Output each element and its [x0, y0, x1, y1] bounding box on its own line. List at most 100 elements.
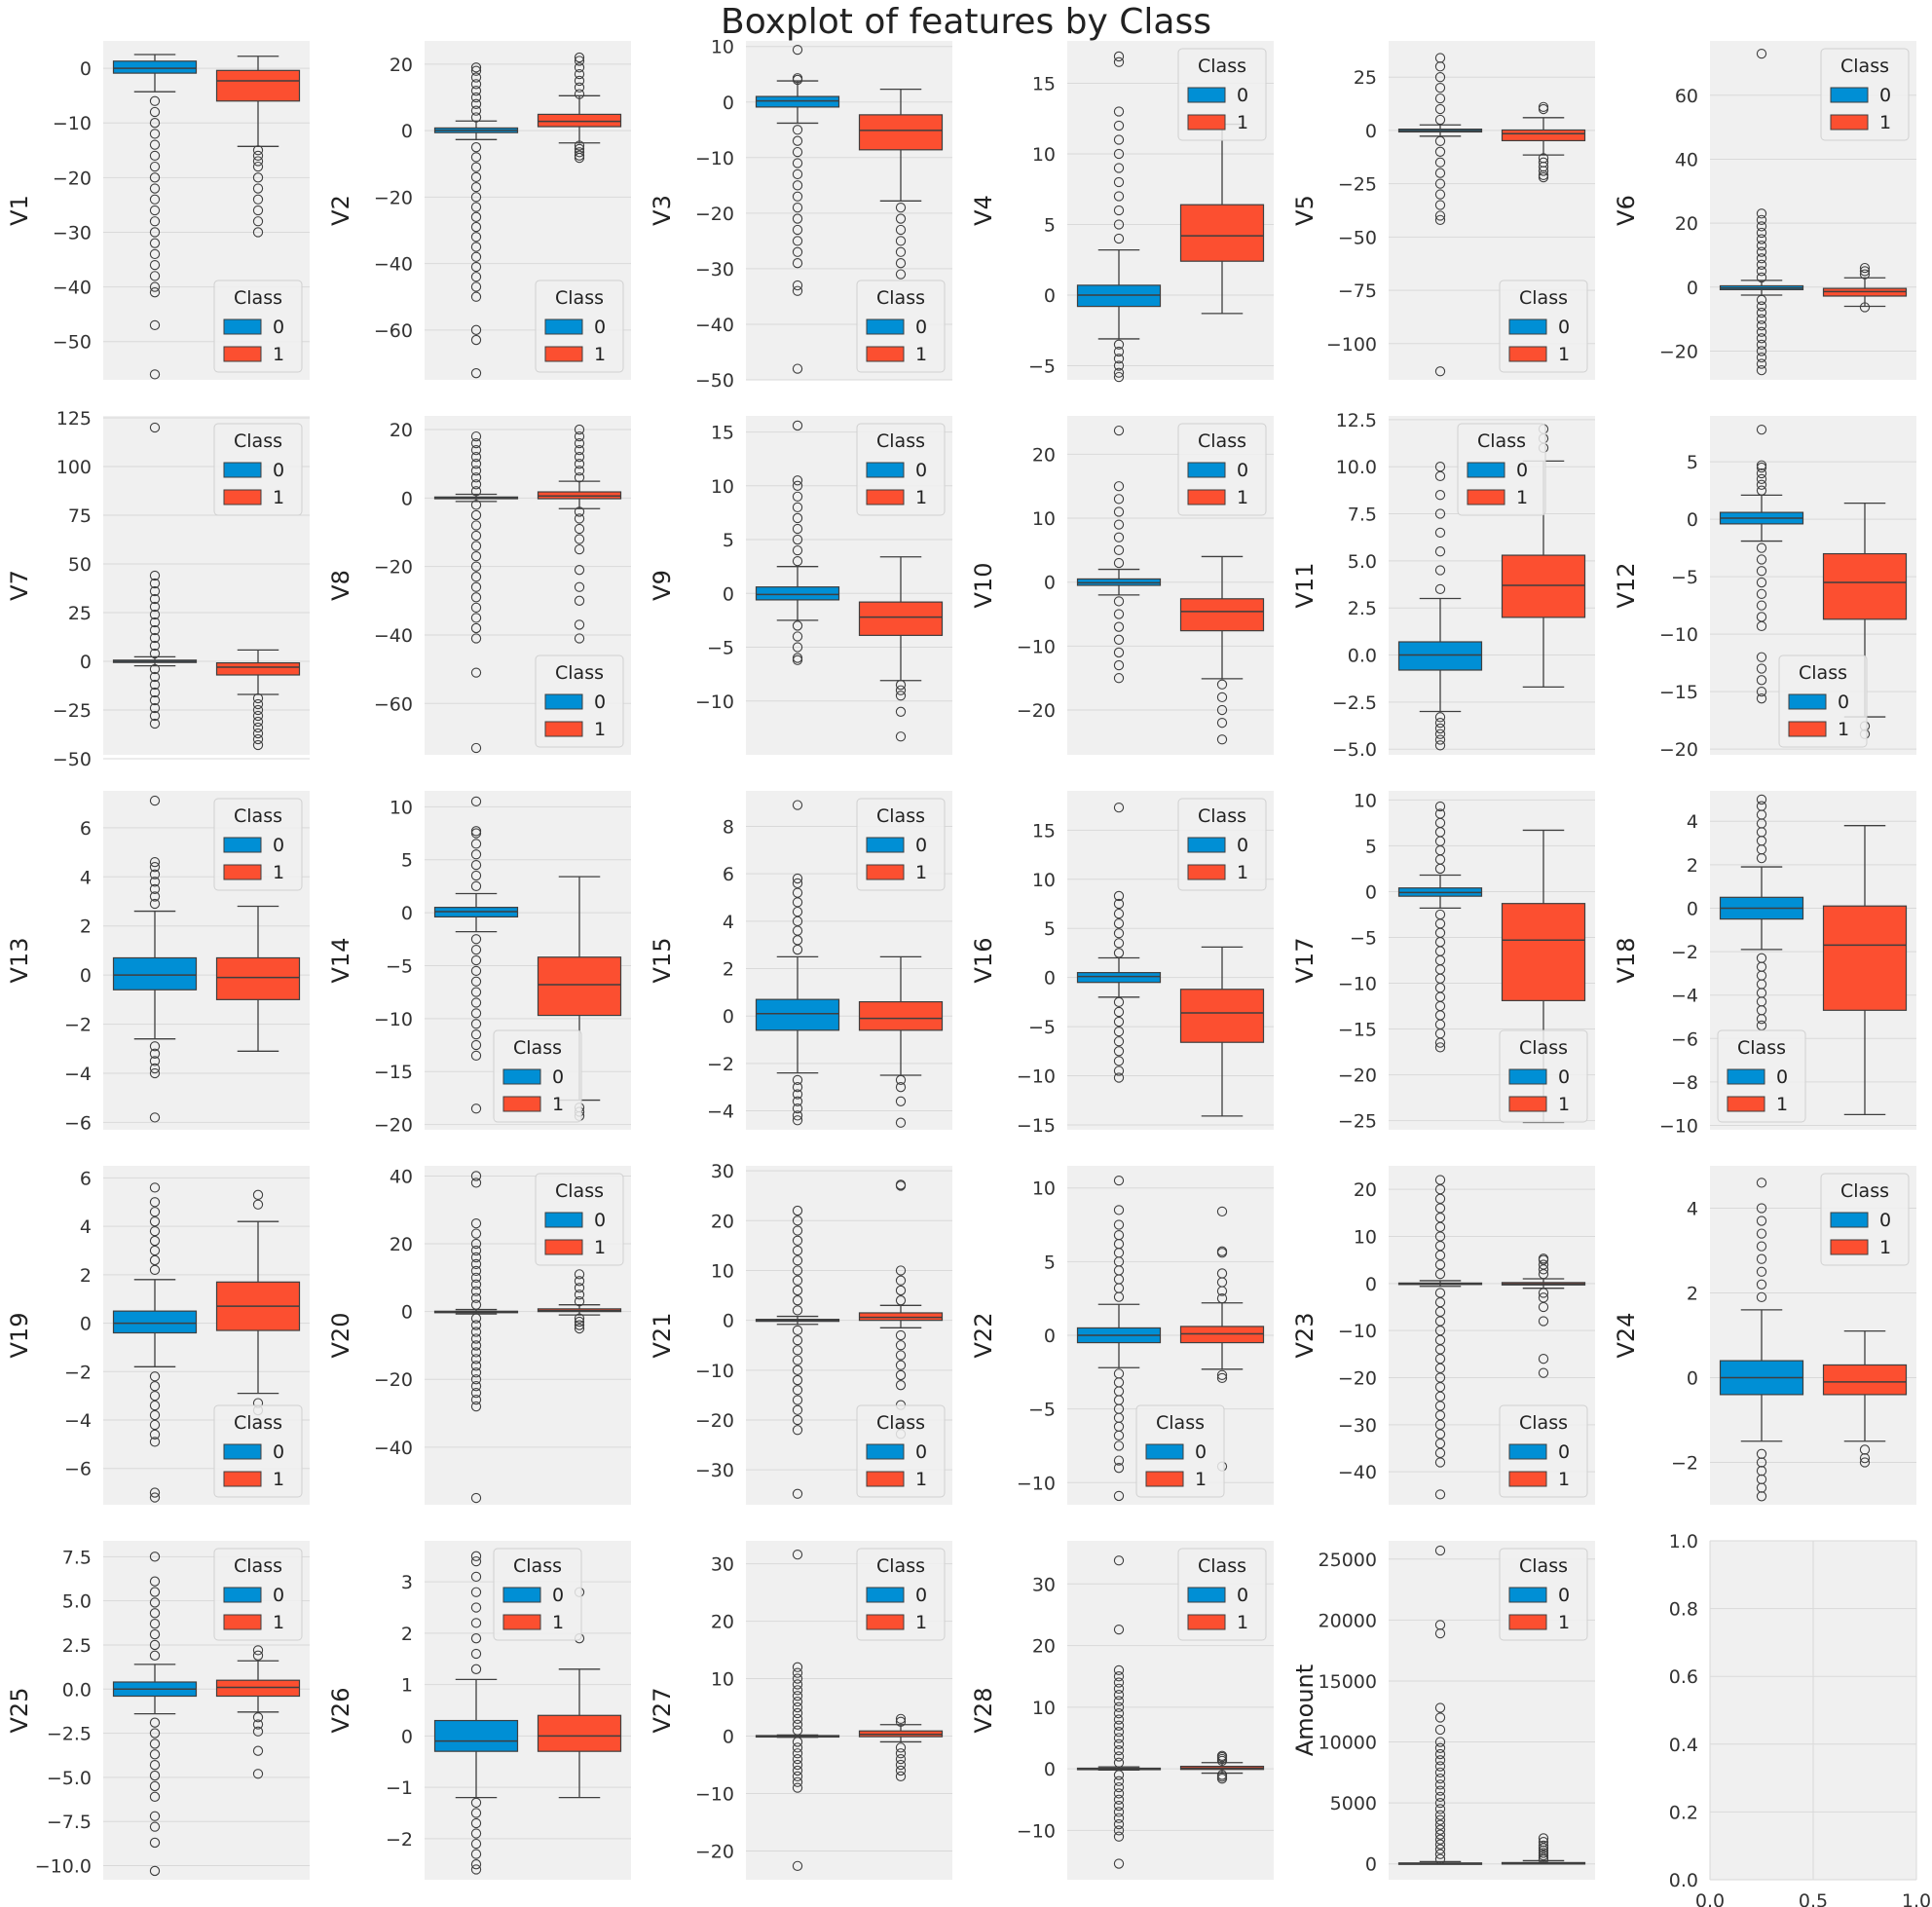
outlier-point — [1434, 1620, 1446, 1630]
outlier-point — [1113, 1714, 1125, 1725]
outlier-point — [1434, 1834, 1446, 1845]
outlier-point — [574, 147, 585, 158]
outlier-point — [895, 1329, 907, 1341]
outlier-point — [1434, 114, 1446, 126]
outlier-point — [149, 1650, 161, 1661]
legend-label: 1 — [915, 862, 927, 883]
subplot-v21: 30 20 10 0 −10 −20 −30 V21 Class 0 1 — [649, 1161, 952, 1505]
outlier-point — [149, 609, 161, 620]
box-iqr — [537, 1714, 622, 1752]
legend-title: Class — [1198, 805, 1246, 827]
outlier-point — [470, 1008, 482, 1019]
y-tick-label: 30 — [711, 1161, 734, 1182]
outlier-point — [1538, 1354, 1549, 1365]
outlier-point — [895, 1340, 907, 1351]
y-tick-label: 10000 — [1319, 1733, 1377, 1754]
subplot-v25: 7.5 5.0 2.5 0.0 −2.5 −5.0 −7.5 −10.0 V25 Class 0 1 — [6, 1541, 310, 1880]
outlier-point — [149, 1811, 161, 1821]
outlier-point — [574, 140, 585, 151]
outlier-point — [1756, 460, 1767, 470]
y-tick-label: 0 — [401, 121, 413, 142]
outlier-point — [1756, 686, 1767, 697]
outlier-point — [792, 213, 803, 224]
outlier-point — [574, 543, 585, 555]
y-tick-label: 25 — [68, 603, 92, 624]
box-class-0 — [755, 800, 840, 1126]
outlier-point — [470, 602, 482, 613]
outlier-point — [252, 716, 264, 728]
y-tick-label: 10 — [711, 1260, 734, 1282]
outlier-point — [1113, 1776, 1125, 1786]
outlier-point — [1434, 1810, 1446, 1820]
outlier-point — [1434, 1042, 1446, 1053]
outlier-point — [1538, 1833, 1549, 1844]
outlier-point — [1216, 692, 1228, 703]
outlier-point — [252, 1189, 264, 1200]
outlier-point — [1113, 1677, 1125, 1688]
box-class-1 — [1501, 1833, 1586, 1865]
outlier-point — [1434, 717, 1446, 729]
outlier-point — [252, 194, 264, 205]
outlier-point — [792, 1488, 803, 1499]
outlier-point — [1113, 1555, 1125, 1566]
outlier-point — [1434, 1824, 1446, 1835]
legend-swatch — [1508, 318, 1547, 335]
outlier-point — [1113, 938, 1125, 949]
box-class-1 — [858, 88, 944, 280]
outlier-point — [574, 1296, 585, 1307]
outlier-point — [470, 1279, 482, 1290]
outlier-point — [1434, 734, 1446, 745]
box-class-0 — [112, 422, 198, 729]
outlier-point — [1113, 918, 1125, 929]
y-tick-label: 0 — [1365, 121, 1377, 142]
outlier-point — [470, 1313, 482, 1324]
outlier-point — [149, 1576, 161, 1587]
outlier-point — [252, 156, 264, 167]
outlier-point — [792, 1305, 803, 1316]
y-tick-label: 20 — [1032, 1636, 1056, 1658]
outlier-point — [792, 1345, 803, 1356]
y-tick-label: −40 — [1338, 1462, 1377, 1483]
legend: Class 0 1 — [1499, 280, 1588, 373]
outlier-point — [1113, 1056, 1125, 1066]
outlier-point — [470, 281, 482, 292]
outlier-point — [1756, 1241, 1767, 1252]
y-tick-label: 40 — [1675, 149, 1698, 170]
outlier-point — [792, 642, 803, 653]
outlier-point — [1756, 326, 1767, 337]
outlier-point — [792, 285, 803, 296]
outlier-point — [470, 368, 482, 379]
outlier-point — [470, 324, 482, 335]
outlier-point — [1756, 301, 1767, 312]
outlier-point — [470, 1299, 482, 1310]
subplot-v17: 10 5 0 −5 −10 −15 −20 −25 V17 Class 0 1 — [1291, 790, 1595, 1133]
box-class-0 — [1719, 48, 1804, 376]
outlier-point — [470, 472, 482, 483]
outlier-point — [149, 1207, 161, 1217]
legend-title: Class — [876, 287, 925, 309]
y-tick-label: 4 — [1687, 811, 1698, 833]
legend-swatch — [1508, 1096, 1547, 1112]
outlier-point — [470, 581, 482, 592]
outlier-point — [574, 466, 585, 476]
legend-label: 0 — [1516, 460, 1528, 481]
legend-label: 1 — [1237, 112, 1248, 133]
y-tick-label: 10 — [711, 476, 734, 498]
legend-swatch — [502, 1587, 541, 1603]
box-class-1 — [537, 1587, 622, 1799]
outlier-point — [792, 534, 803, 545]
outlier-point — [149, 1112, 161, 1123]
box-iqr — [858, 1000, 944, 1031]
outlier-point — [470, 796, 482, 807]
outlier-point — [470, 1367, 482, 1378]
y-tick-label: −2.5 — [1332, 692, 1377, 714]
subplot-v5: 25 0 −25 −50 −75 −100 V5 Class 0 1 — [1291, 41, 1595, 380]
outlier-point — [792, 1765, 803, 1776]
box-class-1 — [537, 1269, 622, 1334]
box-iqr — [215, 956, 301, 1000]
y-tick-label: −4 — [64, 1064, 92, 1085]
outlier-point — [895, 1713, 907, 1724]
legend-label: 0 — [1237, 835, 1248, 856]
outlier-point — [792, 191, 803, 202]
box-iqr — [858, 1312, 944, 1322]
